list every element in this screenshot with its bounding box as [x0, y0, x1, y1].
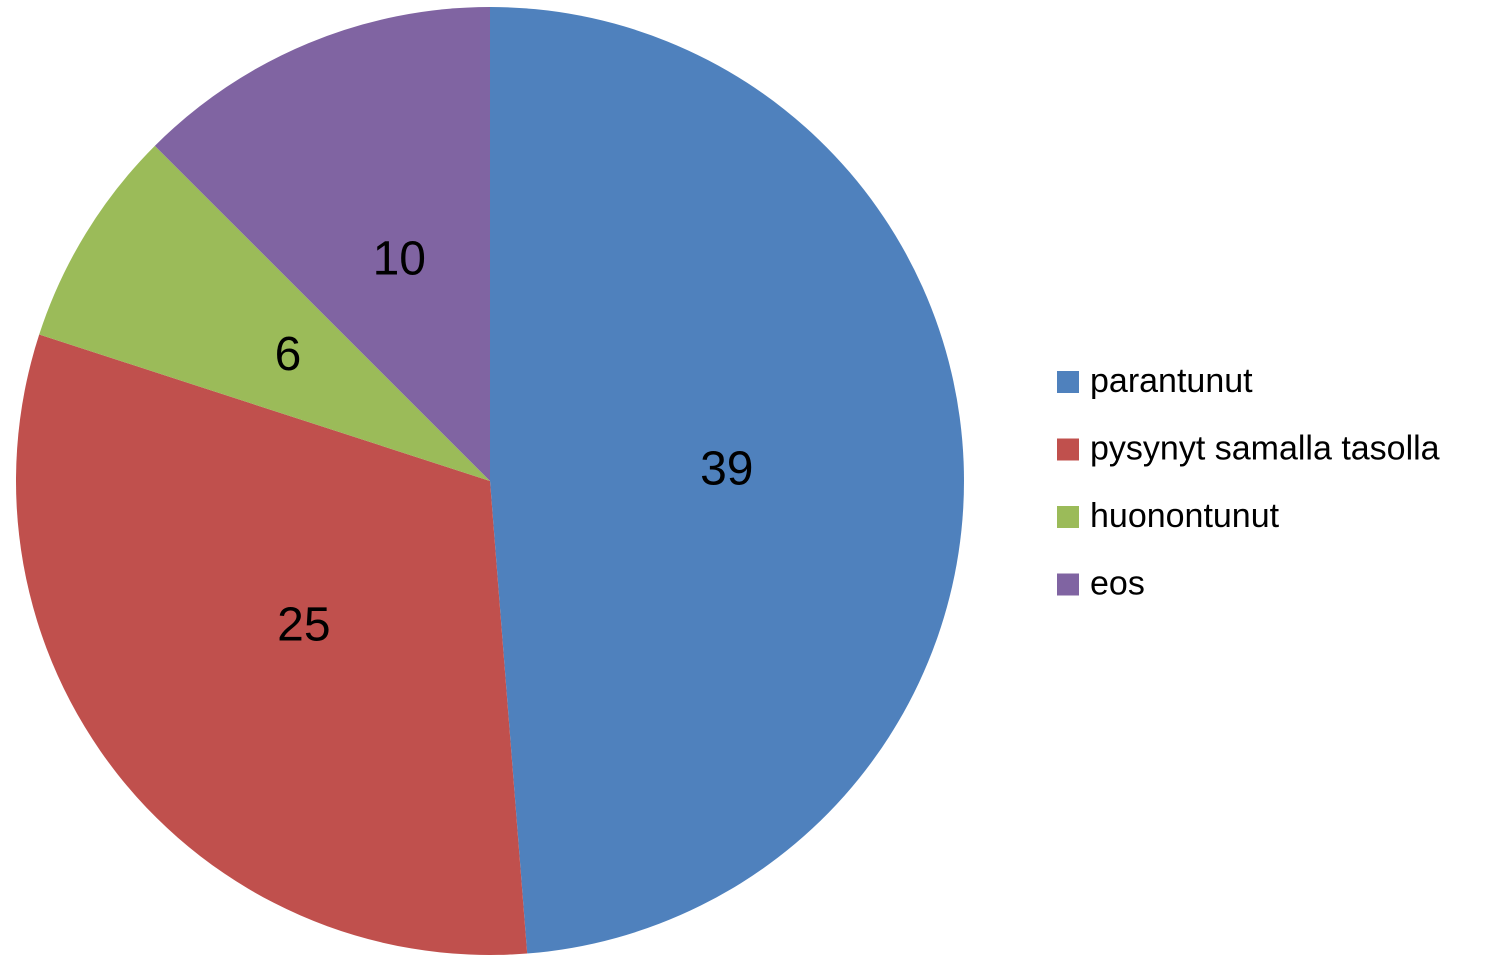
pie-slice: [490, 7, 964, 954]
legend-label: pysynyt samalla tasolla: [1090, 429, 1440, 467]
pie-slice: [154, 7, 490, 481]
pie-slice: [15, 334, 528, 955]
legend-swatch: [1057, 506, 1079, 528]
data-label: 6: [275, 328, 302, 381]
legend-swatch: [1057, 438, 1079, 461]
pie-slice: [39, 145, 490, 481]
legend-swatch: [1057, 371, 1079, 393]
legend-label: parantunut: [1090, 362, 1253, 400]
data-label: 25: [277, 598, 330, 651]
data-label: 10: [373, 233, 426, 286]
legend-label: eos: [1090, 564, 1145, 602]
legend-label: huonontunut: [1090, 497, 1280, 535]
data-label: 39: [700, 442, 753, 495]
legend-swatch: [1057, 573, 1079, 596]
